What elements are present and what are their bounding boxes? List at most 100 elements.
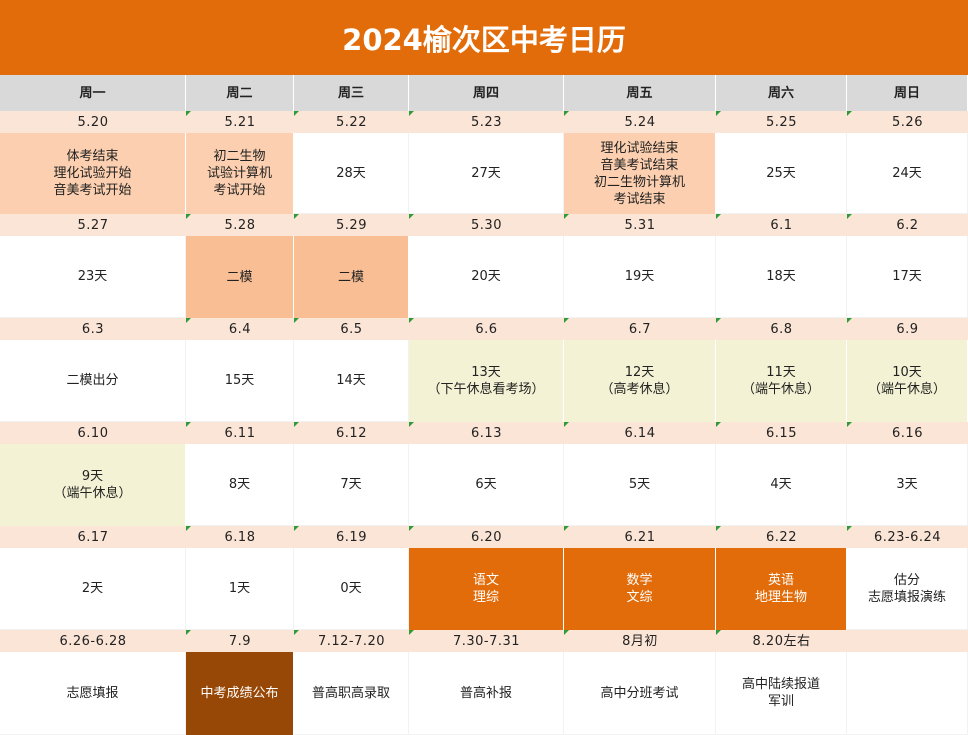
date-cell[interactable]: 7.30-7.31 <box>409 630 564 652</box>
date-cell[interactable]: 6.6 <box>409 318 564 340</box>
date-cell[interactable]: 6.23-6.24 <box>847 526 968 548</box>
event-cell[interactable]: 语文 理综 <box>409 548 564 630</box>
event-cell[interactable]: 11天 （端午休息） <box>716 340 847 422</box>
date-cell[interactable]: 5.24 <box>564 111 716 133</box>
date-cell[interactable]: 5.27 <box>0 214 186 236</box>
date-cell[interactable]: 5.28 <box>186 214 294 236</box>
date-cell[interactable]: 7.12-7.20 <box>294 630 409 652</box>
event-text: 12天 <box>624 365 655 380</box>
event-cell[interactable]: 英语 地理生物 <box>716 548 847 630</box>
event-cell[interactable]: 7天 <box>294 444 409 526</box>
event-cell[interactable]: 24天 <box>847 133 968 214</box>
event-cell[interactable]: 6天 <box>409 444 564 526</box>
event-cell[interactable]: 12天 （高考休息） <box>564 340 716 422</box>
event-cell[interactable]: 1天 <box>186 548 294 630</box>
date-cell[interactable]: 6.22 <box>716 526 847 548</box>
date-cell[interactable]: 5.21 <box>186 111 294 133</box>
event-cell[interactable]: 志愿填报 <box>0 652 186 735</box>
date-cell[interactable]: 5.20 <box>0 111 186 133</box>
date-cell[interactable]: 6.16 <box>847 422 968 444</box>
calendar-title[interactable]: 2024榆次区中考日历 <box>0 0 968 75</box>
event-text: 3天 <box>896 477 918 492</box>
event-cell[interactable]: 普高职高录取 <box>294 652 409 735</box>
event-cell[interactable]: 9天 （端午休息） <box>0 444 186 526</box>
weekday-header[interactable]: 周五 <box>564 75 716 111</box>
weekday-header[interactable]: 周四 <box>409 75 564 111</box>
date-cell[interactable]: 6.21 <box>564 526 716 548</box>
event-cell[interactable]: 数学 文综 <box>564 548 716 630</box>
event-cell[interactable]: 中考成绩公布 <box>186 652 294 735</box>
event-text: 15天 <box>224 373 255 388</box>
event-cell[interactable]: 体考结束 理化试验开始 音美考试开始 <box>0 133 186 214</box>
date-cell[interactable]: 6.2 <box>847 214 968 236</box>
weekday-header[interactable]: 周六 <box>716 75 847 111</box>
event-cell[interactable]: 3天 <box>847 444 968 526</box>
event-text: 地理生物 <box>754 590 807 605</box>
date-cell[interactable]: 8月初 <box>564 630 716 652</box>
date-cell[interactable]: 6.9 <box>847 318 968 340</box>
date-cell[interactable]: 6.5 <box>294 318 409 340</box>
event-cell[interactable]: 二模 <box>186 236 294 318</box>
date-cell[interactable]: 6.17 <box>0 526 186 548</box>
event-cell[interactable]: 8天 <box>186 444 294 526</box>
date-cell[interactable]: 5.31 <box>564 214 716 236</box>
date-cell[interactable]: 6.12 <box>294 422 409 444</box>
date-cell[interactable]: 5.23 <box>409 111 564 133</box>
date-cell[interactable]: 5.25 <box>716 111 847 133</box>
event-text: 音美考试结束 <box>600 157 679 173</box>
date-cell[interactable]: 7.9 <box>186 630 294 652</box>
event-cell[interactable]: 19天 <box>564 236 716 318</box>
date-cell[interactable]: 8.20左右 <box>716 630 847 652</box>
event-cell[interactable]: 15天 <box>186 340 294 422</box>
date-cell[interactable]: 6.10 <box>0 422 186 444</box>
event-cell[interactable]: 5天 <box>564 444 716 526</box>
date-cell[interactable]: 6.3 <box>0 318 186 340</box>
event-cell[interactable]: 20天 <box>409 236 564 318</box>
date-cell[interactable]: 6.11 <box>186 422 294 444</box>
date-cell[interactable]: 5.30 <box>409 214 564 236</box>
event-cell[interactable]: 17天 <box>847 236 968 318</box>
event-cell[interactable]: 普高补报 <box>409 652 564 735</box>
event-cell[interactable]: 2天 <box>0 548 186 630</box>
date-cell[interactable]: 6.8 <box>716 318 847 340</box>
event-cell[interactable]: 25天 <box>716 133 847 214</box>
event-cell[interactable]: 二模 <box>294 236 409 318</box>
date-cell[interactable] <box>847 630 968 652</box>
event-cell[interactable]: 二模出分 <box>0 340 186 422</box>
date-cell[interactable]: 6.19 <box>294 526 409 548</box>
event-cell[interactable]: 理化试验结束 音美考试结束 初二生物计算机 考试结束 <box>564 133 716 214</box>
event-text: 二模 <box>337 269 364 285</box>
event-cell[interactable]: 10天 （端午休息） <box>847 340 968 422</box>
date-cell[interactable]: 6.13 <box>409 422 564 444</box>
event-cell[interactable]: 4天 <box>716 444 847 526</box>
date-cell[interactable]: 6.7 <box>564 318 716 340</box>
date-cell[interactable]: 5.22 <box>294 111 409 133</box>
event-cell[interactable]: 28天 <box>294 133 409 214</box>
event-cell[interactable]: 18天 <box>716 236 847 318</box>
date-cell[interactable]: 6.14 <box>564 422 716 444</box>
date-cell[interactable]: 6.18 <box>186 526 294 548</box>
date-cell[interactable]: 5.29 <box>294 214 409 236</box>
event-cell[interactable]: 0天 <box>294 548 409 630</box>
date-cell[interactable]: 6.26-6.28 <box>0 630 186 652</box>
event-cell[interactable]: 高中陆续报道 军训 <box>716 652 847 735</box>
weekday-header[interactable]: 周二 <box>186 75 294 111</box>
event-cell[interactable]: 23天 <box>0 236 186 318</box>
date-cell[interactable]: 5.26 <box>847 111 968 133</box>
event-cell[interactable]: 估分 志愿填报演练 <box>847 548 968 630</box>
event-cell[interactable]: 27天 <box>409 133 564 214</box>
date-cell[interactable]: 6.15 <box>716 422 847 444</box>
event-cell[interactable]: 初二生物 试验计算机 考试开始 <box>186 133 294 214</box>
weekday-header[interactable]: 周一 <box>0 75 186 111</box>
event-cell[interactable]: 高中分班考试 <box>564 652 716 735</box>
event-text: 5天 <box>628 477 651 492</box>
event-cell[interactable] <box>847 652 968 735</box>
date-cell[interactable]: 6.4 <box>186 318 294 340</box>
weekday-header[interactable]: 周日 <box>847 75 968 111</box>
weekday-header[interactable]: 周三 <box>294 75 409 111</box>
date-cell[interactable]: 6.1 <box>716 214 847 236</box>
event-text: 24天 <box>892 165 922 181</box>
date-cell[interactable]: 6.20 <box>409 526 564 548</box>
event-cell[interactable]: 14天 <box>294 340 409 422</box>
event-cell[interactable]: 13天 （下午休息看考场） <box>409 340 564 422</box>
